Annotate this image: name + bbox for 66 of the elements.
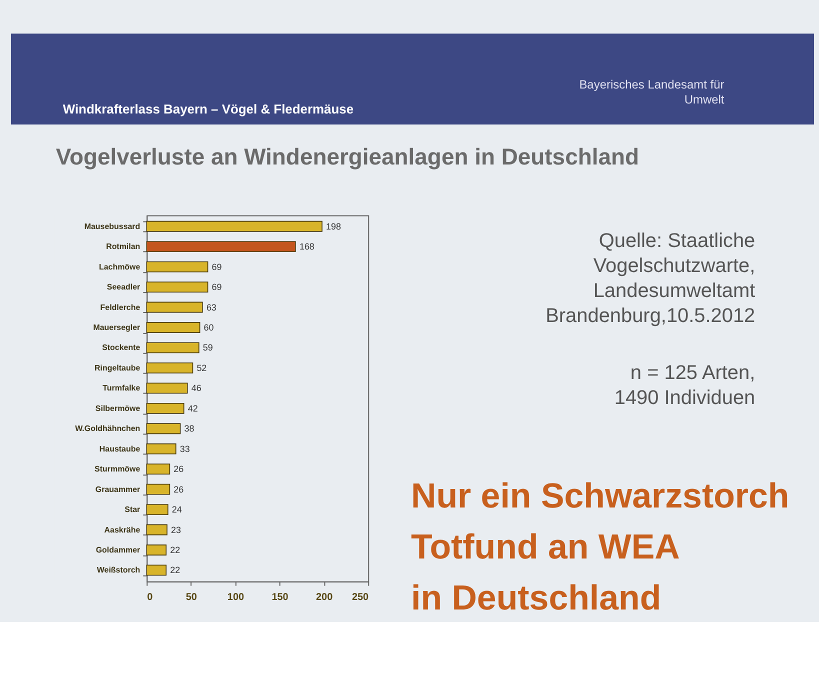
data-label: 59 (202, 342, 213, 353)
text: Bayerisches Landesamt für Umwelt (579, 78, 725, 107)
y-tick-label: Lachmöwe (98, 262, 141, 272)
y-tick-label: Feldlerche (100, 302, 141, 312)
bar (146, 484, 170, 495)
bar (146, 261, 208, 272)
text: n = 125 Arten, 1490 Individuen (614, 362, 756, 409)
data-label: 42 (188, 403, 198, 414)
bar (146, 402, 184, 414)
data-label: 24 (172, 504, 182, 515)
y-tick-label: Weißstorch (96, 566, 140, 575)
y-tick-label: Ringeltaube (94, 363, 141, 372)
bar (146, 464, 170, 475)
bar (146, 220, 322, 232)
bar (146, 443, 176, 454)
y-tick-label: Grauammer (95, 484, 140, 494)
data-label: 23 (171, 524, 181, 535)
chart-title: Vogelverluste an Windenergieanlagen in Deutschland (56, 143, 640, 170)
x-tick-label: 250 (352, 592, 370, 603)
data-label: 22 (170, 565, 180, 576)
y-tick-label: Sturmmöwe (94, 464, 141, 474)
y-tick-label: Haustaube (99, 444, 141, 454)
text: Windkrafterlass Bayern – Vögel & Fledermäuse (62, 101, 354, 116)
bar (146, 423, 181, 434)
data-label: 63 (206, 302, 216, 312)
x-tick-label: 100 (227, 592, 244, 603)
y-tick-label: Silbermöwe (95, 404, 141, 413)
data-label: 38 (184, 424, 194, 434)
bar (146, 544, 167, 556)
x-tick-label: 150 (272, 592, 289, 603)
y-tick-label: Goldammer (96, 545, 140, 554)
data-label: 168 (299, 242, 314, 252)
bar (146, 282, 208, 292)
bar (146, 302, 203, 313)
text: Nur ein Schwarzstorch Totfund an WEA in Deutschland (410, 476, 790, 618)
y-tick-label: Seeadler (106, 282, 140, 292)
data-label: 33 (180, 444, 190, 454)
data-label: 60 (204, 322, 214, 332)
bar (146, 322, 200, 333)
data-label: 69 (212, 262, 222, 272)
data-label: 198 (326, 221, 342, 232)
y-tick-label: W.Goldhähnchen (75, 424, 140, 434)
data-label: 22 (170, 544, 180, 555)
x-tick-label: 50 (186, 592, 198, 603)
bar (146, 342, 200, 354)
x-tick-label: 200 (316, 592, 334, 603)
data-label: 26 (174, 484, 184, 494)
y-tick-label: Mauersegler (93, 322, 140, 332)
source-note: Quelle: Staatliche Vogelschutzwarte, Landesumweltamt Brandenburg,10.5.2012 (546, 230, 756, 327)
bar (146, 241, 296, 252)
y-tick-label: Aaskrähe (104, 525, 141, 534)
y-tick-label: Rotmilan (106, 242, 140, 252)
bar (146, 524, 168, 536)
bar (146, 504, 168, 515)
bar (146, 362, 194, 374)
data-label: 46 (191, 383, 202, 394)
y-tick-label: Stockente (102, 343, 141, 352)
y-tick-label: Turmfalke (102, 384, 141, 393)
bar (146, 382, 188, 394)
x-tick-label: 0 (147, 592, 154, 603)
bar (146, 564, 167, 576)
y-tick-label: Mausebussard (84, 222, 140, 231)
data-label: 26 (174, 464, 184, 474)
data-label: 52 (196, 362, 207, 373)
y-tick-label: Star (124, 505, 140, 514)
data-label: 69 (212, 282, 222, 292)
